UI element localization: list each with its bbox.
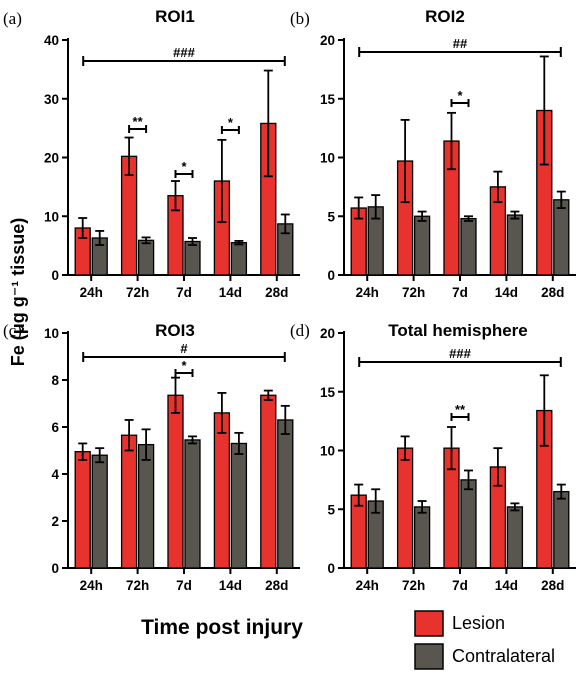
x-tick-label: 24h [80, 578, 103, 593]
y-tick-label: 8 [51, 373, 59, 388]
bar-contralateral [137, 239, 155, 276]
bar-contralateral [230, 442, 248, 569]
pair-significance-label: * [457, 88, 463, 103]
chart-panel-2: (b) ROI2 0 5 10 15 20 24h 72h 7d 14d 28d ## * [290, 7, 576, 300]
bar-contralateral [277, 419, 294, 569]
x-tick-label: 14d [495, 285, 518, 300]
panel-letter: (c) [3, 321, 22, 340]
y-tick-label: 30 [44, 92, 59, 107]
pair-significance-label: * [181, 159, 187, 174]
x-tick-label: 14d [219, 578, 242, 593]
bar-lesion [213, 412, 231, 569]
y-tick-label: 15 [320, 385, 336, 400]
legend: Lesion Contralateral [414, 610, 555, 670]
x-tick-label: 72h [126, 578, 149, 593]
bar-contralateral [553, 199, 570, 276]
y-tick-label: 0 [327, 268, 335, 283]
x-tick-label: 28d [265, 285, 288, 300]
y-tick-label: 40 [44, 33, 59, 48]
bar-lesion [396, 447, 414, 569]
x-tick-label: 72h [402, 578, 425, 593]
bar-lesion [167, 394, 184, 569]
y-tick-label: 15 [320, 92, 336, 107]
x-tick-label: 7d [452, 285, 468, 300]
y-tick-label: 4 [51, 467, 59, 482]
bar-contralateral [184, 240, 201, 276]
bar-contralateral [91, 454, 108, 569]
bar-contralateral [184, 439, 201, 569]
x-tick-label: 24h [356, 578, 379, 593]
x-tick-label: 72h [126, 285, 149, 300]
overall-significance-label: ### [449, 346, 471, 361]
legend-label-lesion: Lesion [452, 613, 505, 633]
overall-significance-label: ### [173, 45, 195, 60]
chart-title: ROI2 [425, 7, 465, 26]
bar-contralateral [413, 215, 431, 276]
x-tick-label: 24h [356, 285, 379, 300]
y-tick-label: 10 [320, 151, 335, 166]
chart-panel-3: (c) ROI3 0 2 4 6 8 10 24h 72h 7d 14d 28d # * [3, 321, 300, 593]
panel-letter: (a) [3, 9, 22, 28]
bar-contralateral [553, 490, 570, 569]
bar-contralateral [413, 506, 431, 569]
pair-significance-label: * [228, 115, 234, 130]
bar-contralateral [460, 479, 477, 569]
overall-significance-label: ## [453, 36, 468, 51]
y-tick-label: 0 [51, 561, 59, 576]
pair-significance-label: ** [133, 114, 144, 129]
chart-title: ROI3 [155, 321, 195, 340]
y-tick-label: 2 [51, 514, 59, 529]
y-tick-label: 10 [44, 326, 59, 341]
y-tick-label: 10 [44, 209, 59, 224]
overall-significance-label: # [180, 341, 188, 356]
y-tick-label: 5 [327, 209, 335, 224]
legend-label-contralateral: Contralateral [452, 646, 555, 666]
y-tick-label: 5 [327, 502, 335, 517]
x-tick-label: 7d [176, 285, 192, 300]
bar-contralateral [230, 242, 248, 276]
y-tick-label: 10 [320, 444, 335, 459]
bar-contralateral [506, 506, 524, 569]
x-tick-label: 14d [495, 578, 518, 593]
bar-lesion [120, 434, 138, 569]
y-tick-label: 20 [320, 326, 335, 341]
x-tick-label: 7d [176, 578, 192, 593]
y-tick-label: 0 [327, 561, 335, 576]
bar-contralateral [506, 214, 524, 276]
bar-contralateral [137, 443, 155, 569]
panel-letter: (b) [290, 9, 310, 28]
pair-significance-label: ** [455, 402, 466, 417]
y-tick-label: 6 [51, 420, 59, 435]
chart-title: ROI1 [155, 7, 195, 26]
y-tick-label: 20 [320, 33, 335, 48]
bar-lesion [260, 394, 277, 569]
y-tick-label: 20 [44, 151, 59, 166]
x-tick-label: 14d [219, 285, 242, 300]
bar-contralateral [460, 217, 477, 276]
x-tick-label: 7d [452, 578, 468, 593]
x-tick-label: 72h [402, 285, 425, 300]
x-tick-label: 28d [541, 578, 564, 593]
pair-significance-label: * [181, 358, 187, 373]
legend-swatch-lesion [414, 610, 444, 637]
x-tick-label: 28d [541, 285, 564, 300]
x-tick-label: 28d [265, 578, 288, 593]
bar-lesion [74, 451, 91, 569]
panel-letter: (d) [290, 321, 310, 340]
chart-panel-4: (d) Total hemisphere 0 5 10 15 20 24h 72h 7d 14d 28… [290, 321, 576, 593]
x-tick-label: 24h [80, 285, 103, 300]
y-axis-label: Fe (μg g⁻¹ tissue) [8, 218, 28, 367]
y-tick-label: 0 [51, 268, 59, 283]
legend-swatch-contralateral [414, 643, 444, 670]
chart-title: Total hemisphere [388, 321, 528, 340]
x-axis-label: Time post injury [141, 616, 303, 639]
